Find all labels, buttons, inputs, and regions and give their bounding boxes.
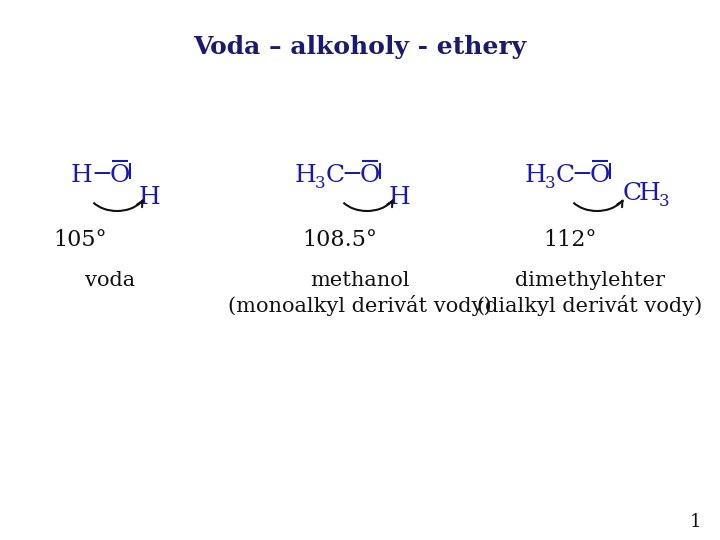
Text: Voda – alkoholy - ethery: Voda – alkoholy - ethery — [194, 35, 526, 59]
Text: 3: 3 — [315, 174, 325, 192]
Text: dimethylehter: dimethylehter — [515, 271, 665, 289]
Text: −: − — [91, 164, 112, 186]
Text: −: − — [341, 164, 362, 186]
Text: voda: voda — [85, 271, 135, 289]
Text: H: H — [524, 164, 546, 186]
Text: H: H — [389, 186, 411, 208]
Text: 112°: 112° — [544, 229, 597, 251]
Text: H: H — [294, 164, 316, 186]
Text: C: C — [622, 181, 642, 205]
Text: H: H — [139, 186, 161, 208]
Text: C: C — [555, 164, 575, 186]
Text: O: O — [360, 164, 380, 186]
Text: (monoalkyl derivát vody): (monoalkyl derivát vody) — [228, 294, 492, 315]
Text: −: − — [572, 164, 593, 186]
Text: 1: 1 — [689, 513, 701, 531]
Text: H: H — [71, 164, 93, 186]
Text: H: H — [639, 181, 661, 205]
Text: C: C — [325, 164, 345, 186]
Text: O: O — [590, 164, 610, 186]
Text: 3: 3 — [545, 174, 555, 192]
Text: 3: 3 — [659, 192, 670, 210]
Text: (dialkyl derivát vody): (dialkyl derivát vody) — [477, 294, 703, 315]
Text: O: O — [110, 164, 130, 186]
Text: 105°: 105° — [53, 229, 107, 251]
Text: methanol: methanol — [310, 271, 410, 289]
Text: 108.5°: 108.5° — [302, 229, 377, 251]
